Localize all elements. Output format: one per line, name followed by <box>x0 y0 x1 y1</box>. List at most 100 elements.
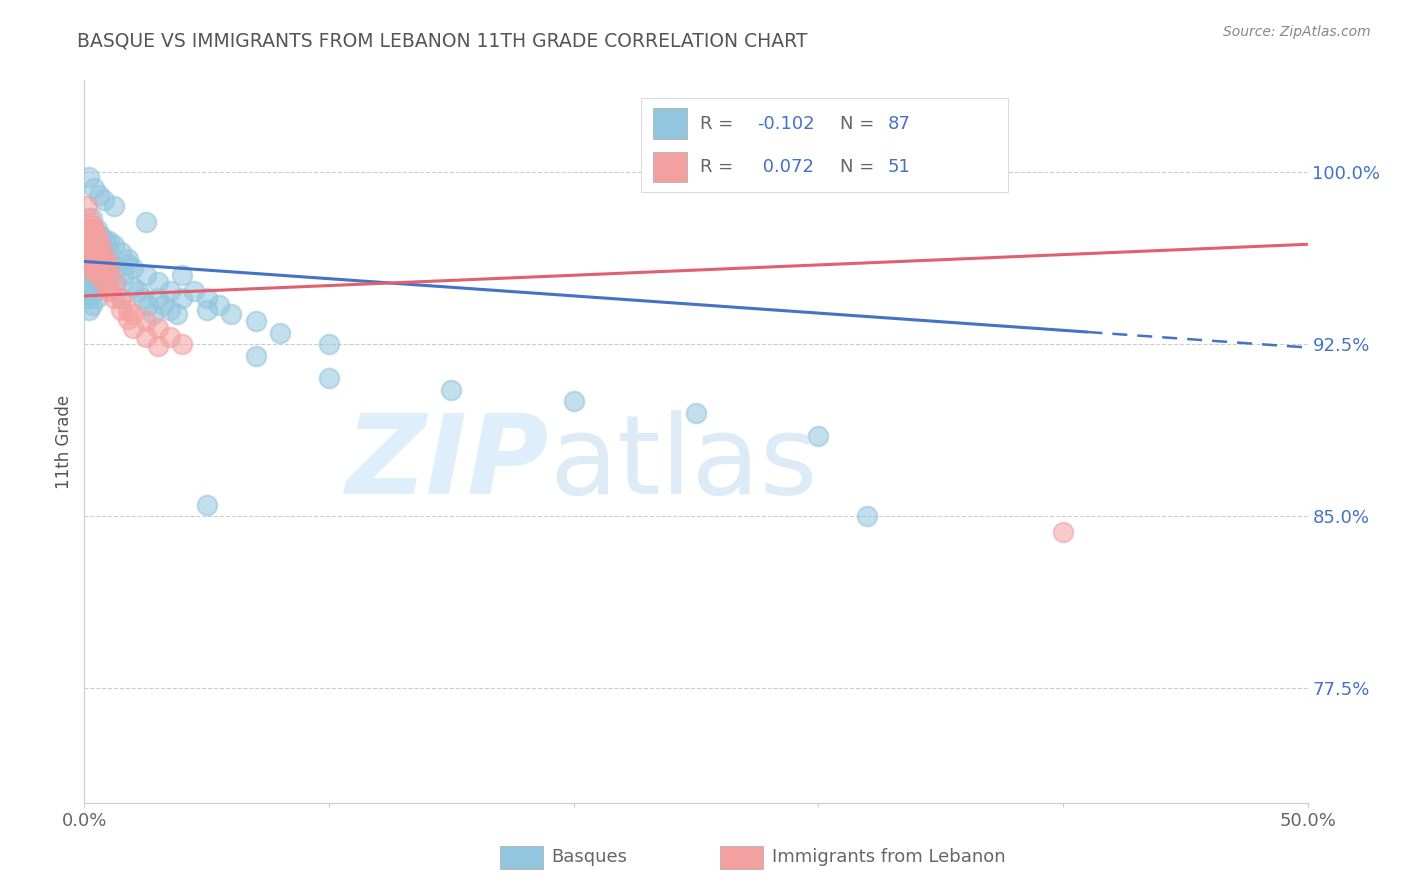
Point <box>97 245 120 260</box>
Point <box>159 285 181 299</box>
Point <box>96 261 118 276</box>
Point <box>83 279 105 293</box>
Point <box>685 406 707 420</box>
Point <box>76 252 98 267</box>
Text: -0.102: -0.102 <box>758 115 814 133</box>
Point <box>83 261 105 276</box>
FancyBboxPatch shape <box>641 98 1008 193</box>
Point <box>80 261 103 276</box>
Point <box>86 222 108 236</box>
Point <box>127 285 149 299</box>
Point <box>86 257 108 271</box>
Point <box>87 245 110 260</box>
FancyBboxPatch shape <box>654 152 688 182</box>
Point <box>172 291 194 305</box>
Point <box>269 326 291 340</box>
Point <box>87 261 110 276</box>
Point <box>80 298 103 312</box>
Point <box>80 234 103 248</box>
Point <box>80 222 103 236</box>
Point <box>77 245 100 260</box>
FancyBboxPatch shape <box>720 847 763 870</box>
Point <box>117 311 139 326</box>
Point <box>318 371 340 385</box>
Point <box>440 383 463 397</box>
Point <box>80 286 103 301</box>
Text: 51: 51 <box>889 158 911 176</box>
Point <box>172 337 194 351</box>
Point <box>87 188 110 202</box>
Point <box>807 429 830 443</box>
Point <box>110 291 132 305</box>
Point <box>117 252 139 267</box>
Point <box>103 275 125 289</box>
Point <box>77 291 100 305</box>
Point <box>86 238 108 252</box>
Point <box>195 498 218 512</box>
Point <box>132 291 155 305</box>
Point <box>103 266 125 280</box>
Point <box>80 238 103 252</box>
Point <box>87 245 110 260</box>
Point <box>77 169 100 184</box>
Point <box>76 257 98 271</box>
Point <box>76 268 98 283</box>
Point <box>1052 525 1074 540</box>
Point <box>856 509 879 524</box>
Point <box>110 302 132 317</box>
Point <box>77 229 100 244</box>
Text: ZIP: ZIP <box>346 409 550 516</box>
Point <box>93 273 115 287</box>
Point <box>166 307 188 321</box>
Point <box>77 211 100 225</box>
Text: N =: N = <box>841 158 880 176</box>
Point <box>86 291 108 305</box>
Point <box>77 261 100 276</box>
Point <box>159 302 181 317</box>
Point <box>219 307 242 321</box>
Point <box>97 285 120 299</box>
Point <box>76 199 98 213</box>
Text: N =: N = <box>841 115 880 133</box>
Point <box>93 275 115 289</box>
Point <box>195 291 218 305</box>
Point <box>77 257 100 271</box>
Point <box>142 307 165 321</box>
Text: Immigrants from Lebanon: Immigrants from Lebanon <box>772 848 1005 866</box>
Point <box>93 263 115 277</box>
Point <box>135 314 157 328</box>
Point <box>93 257 115 271</box>
Text: 87: 87 <box>889 115 911 133</box>
Point <box>80 257 103 271</box>
Point <box>195 302 218 317</box>
Point <box>146 321 169 335</box>
Point <box>159 330 181 344</box>
Point <box>83 181 105 195</box>
FancyBboxPatch shape <box>501 847 543 870</box>
Point <box>80 261 103 276</box>
Point <box>90 268 112 283</box>
Point <box>318 337 340 351</box>
Point <box>86 238 108 252</box>
Point <box>86 273 108 287</box>
Point <box>90 229 112 244</box>
Point <box>152 298 174 312</box>
Point <box>90 241 112 255</box>
Point <box>122 279 145 293</box>
Point <box>183 285 205 299</box>
Point <box>135 215 157 229</box>
Text: Basques: Basques <box>551 848 627 866</box>
Point <box>93 193 115 207</box>
Point <box>103 291 125 305</box>
Point <box>146 275 169 289</box>
Point <box>96 234 118 248</box>
Point <box>83 222 105 236</box>
Point <box>807 165 830 179</box>
Point <box>117 302 139 317</box>
Point <box>97 261 120 276</box>
Point <box>90 252 112 267</box>
Point <box>87 234 110 248</box>
Point <box>122 261 145 276</box>
Point <box>76 238 98 252</box>
Text: R =: R = <box>700 158 738 176</box>
